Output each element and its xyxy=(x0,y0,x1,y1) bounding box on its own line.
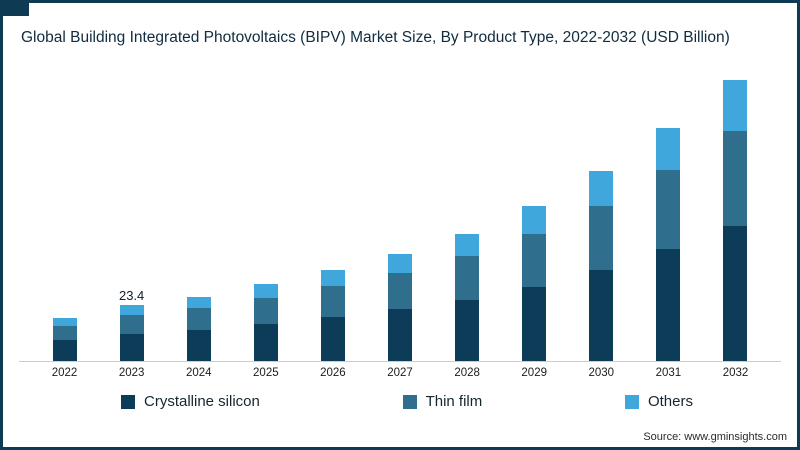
legend-swatch-thin-film xyxy=(402,394,417,409)
bar-group-2030 xyxy=(568,73,635,361)
bar-stack-2025 xyxy=(253,284,278,361)
bar-stack-2024 xyxy=(186,296,211,361)
bar-segment-thin-film-2025 xyxy=(253,298,278,325)
plot-area: 23.4 xyxy=(31,73,769,361)
bar-segment-others-2023 xyxy=(119,304,144,315)
bar-segment-crystalline-silicon-2028 xyxy=(455,299,480,361)
bar-segment-thin-film-2030 xyxy=(589,205,614,271)
bar-segment-others-2026 xyxy=(320,270,345,287)
bar-segment-crystalline-silicon-2025 xyxy=(253,324,278,361)
bar-group-2032 xyxy=(702,73,769,361)
legend-label-thin-film: Thin film xyxy=(425,393,483,410)
x-axis-label-2027: 2027 xyxy=(387,367,413,379)
bar-segment-thin-film-2028 xyxy=(455,256,480,300)
bar-group-2027 xyxy=(366,73,433,361)
legend-label-crystalline-silicon: Crystalline silicon xyxy=(144,393,260,410)
x-axis-label-2022: 2022 xyxy=(51,367,78,379)
bar-segment-thin-film-2029 xyxy=(522,233,547,287)
legend: Crystalline silicon Thin film Others xyxy=(121,393,693,410)
bar-group-2026 xyxy=(299,73,366,361)
x-axis-label-2030: 2030 xyxy=(588,367,615,379)
bar-segment-crystalline-silicon-2022 xyxy=(52,340,77,361)
bar-segment-thin-film-2024 xyxy=(186,308,211,331)
bar-segment-others-2031 xyxy=(656,128,681,171)
bar-segment-crystalline-silicon-2027 xyxy=(388,309,413,361)
bar-segment-crystalline-silicon-2030 xyxy=(589,270,614,361)
bar-segment-thin-film-2032 xyxy=(723,130,748,227)
x-axis-label-2032: 2032 xyxy=(722,367,749,379)
legend-item-others: Others xyxy=(624,393,693,410)
bar-stack-2027 xyxy=(388,253,413,361)
bar-segment-crystalline-silicon-2032 xyxy=(723,226,748,361)
bar-segment-crystalline-silicon-2026 xyxy=(320,317,345,361)
bar-segment-crystalline-silicon-2031 xyxy=(656,249,681,361)
bar-stack-2023 xyxy=(119,304,144,361)
bar-group-2022 xyxy=(31,73,98,361)
bar-stack-2028 xyxy=(455,233,480,361)
bar-segment-thin-film-2026 xyxy=(320,286,345,318)
legend-item-thin-film: Thin film xyxy=(402,393,483,410)
bar-group-2023: 23.4 xyxy=(98,73,165,361)
bar-stack-2022 xyxy=(52,318,77,361)
bar-stack-2029 xyxy=(522,205,547,361)
bar-group-2024 xyxy=(165,73,232,361)
bar-segment-thin-film-2031 xyxy=(656,170,681,250)
bar-segment-others-2022 xyxy=(52,318,77,326)
bar-group-2031 xyxy=(635,73,702,361)
chart-title: Global Building Integrated Photovoltaics… xyxy=(21,29,730,46)
bar-segment-thin-film-2022 xyxy=(52,325,77,341)
x-axis-label-2024: 2024 xyxy=(185,367,212,379)
bar-stack-2032 xyxy=(723,80,748,361)
bar-stack-2026 xyxy=(320,270,345,361)
bar-group-2025 xyxy=(232,73,299,361)
bar-segment-others-2027 xyxy=(388,253,413,273)
source-credit: Source: www.gminsights.com xyxy=(643,431,787,443)
bar-stack-2031 xyxy=(656,128,681,361)
x-axis-labels: 2022 2023 2024 2025 2026 2027 2028 2029 2030 2031… xyxy=(31,367,769,379)
x-axis-label-2031: 2031 xyxy=(655,367,682,379)
legend-swatch-others xyxy=(624,394,639,409)
x-axis-label-2023: 2023 xyxy=(118,367,145,379)
bar-segment-others-2025 xyxy=(253,284,278,299)
bar-segment-thin-film-2023 xyxy=(119,314,144,335)
bar-segment-crystalline-silicon-2023 xyxy=(119,334,144,361)
x-axis-label-2028: 2028 xyxy=(454,367,480,379)
bar-value-label-2023: 23.4 xyxy=(118,287,145,303)
bar-segment-others-2030 xyxy=(589,171,614,206)
legend-item-crystalline-silicon: Crystalline silicon xyxy=(121,393,260,410)
x-axis-label-2026: 2026 xyxy=(320,367,346,379)
bar-segment-others-2029 xyxy=(522,205,547,234)
corner-mark xyxy=(3,3,29,16)
bar-segment-others-2024 xyxy=(186,296,211,309)
x-axis-line xyxy=(19,361,781,362)
bar-stack-2030 xyxy=(589,171,614,361)
bar-group-2028 xyxy=(434,73,501,361)
bar-segment-thin-film-2027 xyxy=(388,272,413,310)
legend-label-others: Others xyxy=(647,393,693,410)
bar-segment-others-2032 xyxy=(723,80,748,131)
legend-swatch-crystalline-silicon xyxy=(121,394,135,409)
bar-segment-crystalline-silicon-2029 xyxy=(522,286,547,361)
bar-segment-crystalline-silicon-2024 xyxy=(186,330,211,361)
bar-segment-others-2028 xyxy=(455,233,480,257)
x-axis-label-2025: 2025 xyxy=(253,367,279,379)
x-axis-label-2029: 2029 xyxy=(521,367,547,379)
bar-group-2029 xyxy=(501,73,568,361)
